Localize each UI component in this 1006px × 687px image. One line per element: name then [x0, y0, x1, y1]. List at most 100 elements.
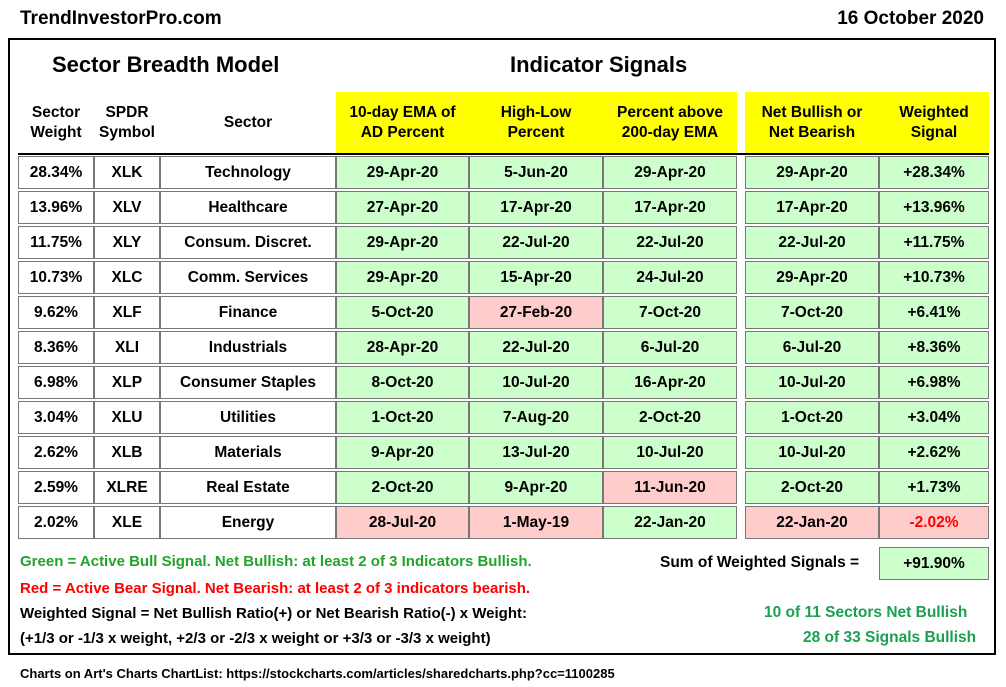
legend-red: Red = Active Bear Signal. Net Bearish: a… — [20, 580, 531, 597]
formula-line-2: (+1/3 or -1/3 x weight, +2/3 or -2/3 x w… — [20, 630, 491, 647]
weighted-signal-cell: +10.73% — [879, 261, 989, 294]
ema-signal-cell: 29-Apr-20 — [336, 261, 469, 294]
weighted-signal-cell: +11.75% — [879, 226, 989, 259]
sector-cell: Finance — [160, 296, 336, 329]
net-signal-cell: 29-Apr-20 — [745, 156, 879, 189]
net-signal-cell: 17-Apr-20 — [745, 191, 879, 224]
ema-signal-cell: 29-Apr-20 — [336, 156, 469, 189]
symbol-cell: XLP — [94, 366, 160, 399]
pct200-signal-cell: 22-Jan-20 — [603, 506, 737, 539]
hilo-signal-cell: 22-Jul-20 — [469, 226, 603, 259]
ema-signal-cell: 5-Oct-20 — [336, 296, 469, 329]
weighted-signal-cell: +8.36% — [879, 331, 989, 364]
header-weight: Sector Weight — [30, 103, 82, 141]
weighted-signal-cell: +2.62% — [879, 436, 989, 469]
ema-signal-cell: 28-Apr-20 — [336, 331, 469, 364]
net-signal-cell: 1-Oct-20 — [745, 401, 879, 434]
hilo-signal-cell: 15-Apr-20 — [469, 261, 603, 294]
ema-signal-cell: 8-Oct-20 — [336, 366, 469, 399]
hilo-signal-cell: 17-Apr-20 — [469, 191, 603, 224]
model-title: Sector Breadth Model — [52, 52, 280, 77]
pct200-signal-cell: 16-Apr-20 — [603, 366, 737, 399]
ema-signal-cell: 1-Oct-20 — [336, 401, 469, 434]
sector-cell: Consum. Discret. — [160, 226, 336, 259]
weight-cell: 6.98% — [18, 366, 94, 399]
hilo-signal-cell: 1-May-19 — [469, 506, 603, 539]
symbol-cell: XLE — [94, 506, 160, 539]
ema-signal-cell: 28-Jul-20 — [336, 506, 469, 539]
weight-cell: 8.36% — [18, 331, 94, 364]
net-signal-cell: 6-Jul-20 — [745, 331, 879, 364]
weighted-signal-cell: +1.73% — [879, 471, 989, 504]
weighted-signal-cell: +28.34% — [879, 156, 989, 189]
weight-cell: 2.59% — [18, 471, 94, 504]
header-net: Net Bullish or Net Bearish — [745, 92, 879, 153]
pct200-signal-cell: 10-Jul-20 — [603, 436, 737, 469]
net-signal-cell: 10-Jul-20 — [745, 436, 879, 469]
weight-cell: 9.62% — [18, 296, 94, 329]
hilo-signal-cell: 27-Feb-20 — [469, 296, 603, 329]
pct200-signal-cell: 24-Jul-20 — [603, 261, 737, 294]
summary-signals: 28 of 33 Signals Bullish — [803, 629, 977, 646]
signals-title: Indicator Signals — [510, 52, 688, 77]
sector-cell: Industrials — [160, 331, 336, 364]
sector-cell: Real Estate — [160, 471, 336, 504]
sum-label: Sum of Weighted Signals = — [660, 554, 860, 571]
weighted-signal-cell: +3.04% — [879, 401, 989, 434]
hilo-signal-cell: 22-Jul-20 — [469, 331, 603, 364]
hilo-signal-cell: 9-Apr-20 — [469, 471, 603, 504]
weight-cell: 11.75% — [18, 226, 94, 259]
pct200-signal-cell: 6-Jul-20 — [603, 331, 737, 364]
header-sector: Sector — [223, 113, 273, 131]
pct200-signal-cell: 11-Jun-20 — [603, 471, 737, 504]
header-pct200: Percent above 200-day EMA — [603, 92, 737, 153]
symbol-cell: XLF — [94, 296, 160, 329]
sector-cell: Consumer Staples — [160, 366, 336, 399]
footer-link: Charts on Art's Charts ChartList: https:… — [20, 666, 615, 681]
weight-cell: 2.62% — [18, 436, 94, 469]
net-signal-cell: 2-Oct-20 — [745, 471, 879, 504]
symbol-cell: XLI — [94, 331, 160, 364]
report-date: 16 October 2020 — [837, 8, 984, 29]
hilo-signal-cell: 5-Jun-20 — [469, 156, 603, 189]
header-weighted-signal: Weighted Signal — [879, 92, 989, 153]
weighted-signal-cell: +13.96% — [879, 191, 989, 224]
sector-cell: Energy — [160, 506, 336, 539]
hilo-signal-cell: 7-Aug-20 — [469, 401, 603, 434]
pct200-signal-cell: 22-Jul-20 — [603, 226, 737, 259]
ema-signal-cell: 27-Apr-20 — [336, 191, 469, 224]
hilo-signal-cell: 13-Jul-20 — [469, 436, 603, 469]
header-divider — [18, 153, 989, 155]
weight-cell: 10.73% — [18, 261, 94, 294]
pct200-signal-cell: 17-Apr-20 — [603, 191, 737, 224]
weighted-signal-cell: +6.98% — [879, 366, 989, 399]
symbol-cell: XLK — [94, 156, 160, 189]
pct200-signal-cell: 2-Oct-20 — [603, 401, 737, 434]
net-signal-cell: 22-Jul-20 — [745, 226, 879, 259]
weight-cell: 13.96% — [18, 191, 94, 224]
legend-green: Green = Active Bull Signal. Net Bullish:… — [20, 553, 532, 570]
sum-value: +91.90% — [879, 547, 989, 580]
ema-signal-cell: 2-Oct-20 — [336, 471, 469, 504]
sector-cell: Healthcare — [160, 191, 336, 224]
summary-sectors: 10 of 11 Sectors Net Bullish — [764, 604, 968, 621]
header-ema: 10-day EMA of AD Percent — [336, 92, 469, 153]
weighted-signal-cell: +6.41% — [879, 296, 989, 329]
net-signal-cell: 29-Apr-20 — [745, 261, 879, 294]
net-signal-cell: 22-Jan-20 — [745, 506, 879, 539]
weighted-signal-cell: -2.02% — [879, 506, 989, 539]
sector-cell: Technology — [160, 156, 336, 189]
weight-cell: 28.34% — [18, 156, 94, 189]
pct200-signal-cell: 7-Oct-20 — [603, 296, 737, 329]
net-signal-cell: 10-Jul-20 — [745, 366, 879, 399]
weight-cell: 3.04% — [18, 401, 94, 434]
sector-cell: Materials — [160, 436, 336, 469]
weight-cell: 2.02% — [18, 506, 94, 539]
ema-signal-cell: 9-Apr-20 — [336, 436, 469, 469]
pct200-signal-cell: 29-Apr-20 — [603, 156, 737, 189]
symbol-cell: XLU — [94, 401, 160, 434]
net-signal-cell: 7-Oct-20 — [745, 296, 879, 329]
symbol-cell: XLRE — [94, 471, 160, 504]
sector-cell: Comm. Services — [160, 261, 336, 294]
symbol-cell: XLB — [94, 436, 160, 469]
